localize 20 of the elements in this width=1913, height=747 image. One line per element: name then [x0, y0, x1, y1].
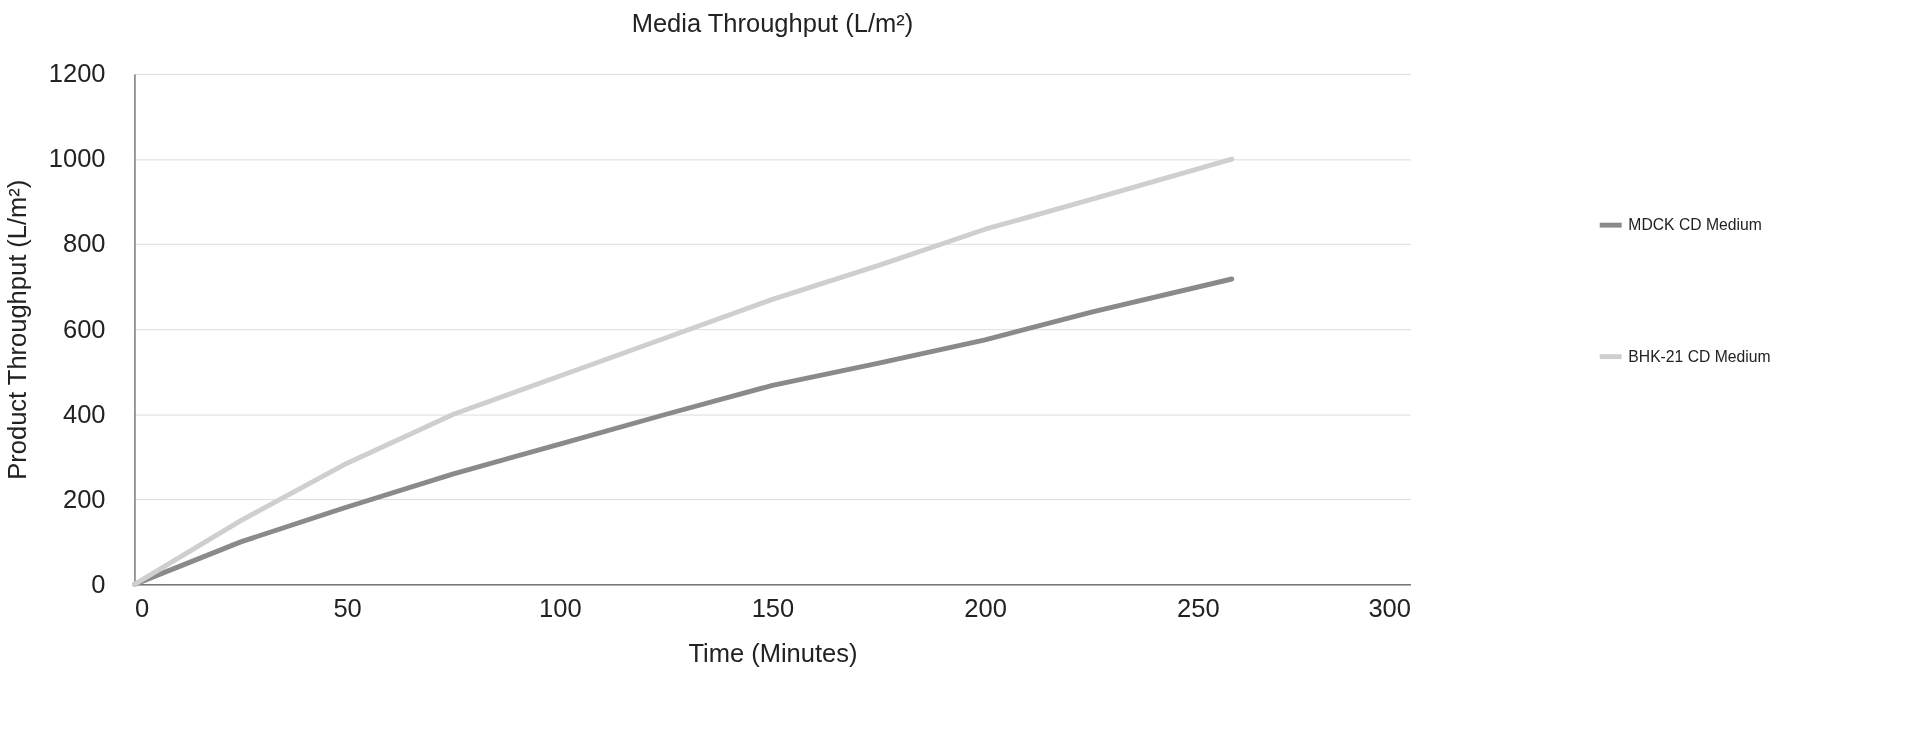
y-tick-label: 800 [62, 229, 106, 258]
x-tick-label: 250 [1177, 594, 1220, 623]
y-tick-label: 200 [62, 484, 106, 513]
x-tick-label: 0 [134, 594, 150, 623]
y-tick-label: 1000 [48, 144, 106, 173]
y-tick-label: 600 [62, 314, 106, 343]
y-tick-label: 400 [62, 399, 106, 428]
x-tick-label: 50 [333, 594, 362, 623]
line-series [132, 156, 1235, 587]
legend-label: BHK-21 CD Medium [1628, 347, 1771, 365]
y-tick-label: 1200 [48, 59, 106, 88]
x-tick-label: 300 [1368, 594, 1411, 623]
chart-title: Media Throughput (L/m²) [631, 8, 914, 37]
x-tick-label: 200 [964, 594, 1007, 623]
legend-label: MDCK CD Medium [1628, 216, 1762, 234]
x-tick-label: 150 [751, 594, 795, 623]
x-axis-title: Time (Minutes) [688, 639, 858, 668]
y-tick-label: 0 [91, 569, 106, 598]
x-tick-label: 100 [539, 594, 582, 623]
y-axis-title: Product Throughput (L/m²) [3, 179, 32, 480]
